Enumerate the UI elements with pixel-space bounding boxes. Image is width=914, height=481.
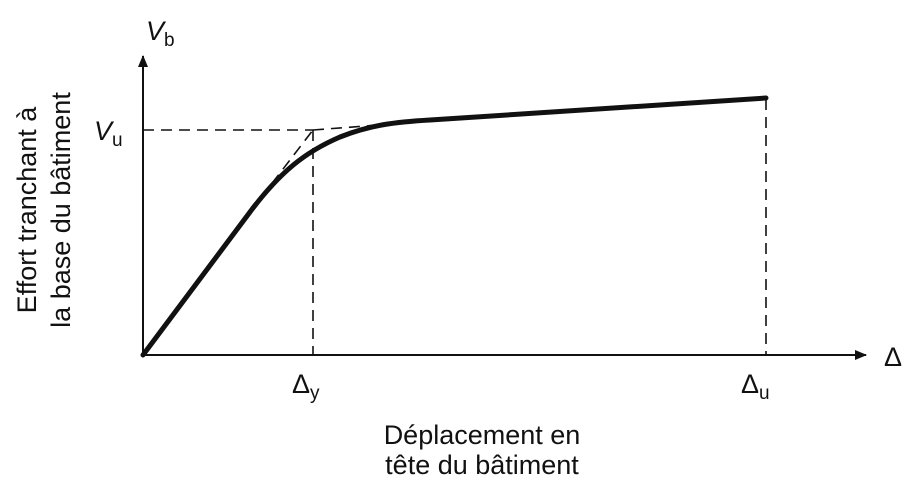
x-label-line: tête du bâtiment bbox=[385, 450, 579, 480]
delta-u-label: Δu bbox=[741, 369, 770, 404]
subscript: u bbox=[112, 130, 123, 151]
subscript: y bbox=[310, 383, 320, 404]
delta-y-label: Δy bbox=[292, 369, 320, 404]
y-axis-label: Effort tranchant à la base du bâtiment bbox=[12, 92, 76, 328]
y-axis-symbol: Vb bbox=[146, 16, 175, 51]
vu-label: Vu bbox=[94, 116, 123, 151]
symbol: V bbox=[94, 116, 115, 146]
capacity-curve bbox=[140, 95, 769, 358]
symbol: Δ bbox=[292, 369, 310, 399]
subscript: b bbox=[164, 30, 175, 51]
y-label-line: la base du bâtiment bbox=[46, 92, 76, 328]
symbol: V bbox=[146, 16, 167, 46]
subscript: u bbox=[759, 383, 770, 404]
y-label-line: Effort tranchant à bbox=[12, 106, 42, 314]
symbol: Δ bbox=[741, 369, 759, 399]
x-label-line: Déplacement en bbox=[384, 420, 581, 450]
x-axis-symbol: Δ bbox=[884, 342, 902, 372]
